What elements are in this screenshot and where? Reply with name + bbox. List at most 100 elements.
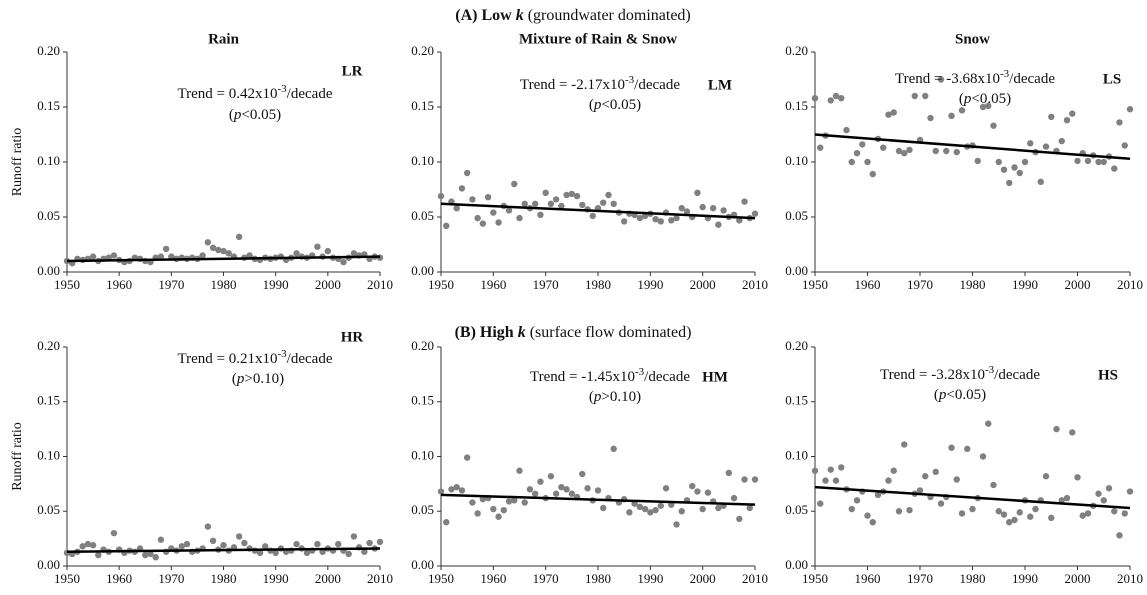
data-point [1011, 516, 1018, 524]
data-point [848, 158, 855, 166]
data-point [110, 252, 118, 259]
data-point [943, 147, 950, 155]
x-tick-label: 2000 [315, 571, 341, 586]
data-point [293, 250, 300, 257]
data-point [220, 541, 227, 549]
panel-label: HM [702, 369, 728, 385]
data-point [1116, 119, 1123, 126]
trend-text: Trend = 0.21x10 [178, 351, 278, 367]
data-point [157, 253, 165, 260]
p-open: ( [229, 107, 234, 123]
data-point [1058, 137, 1065, 145]
x-tick-label: 1970 [907, 571, 933, 586]
data-point [880, 144, 887, 151]
data-point [220, 247, 227, 255]
data-point [558, 483, 565, 491]
y-tick-label: 0.20 [411, 338, 434, 353]
data-point [516, 214, 523, 222]
x-tick-label: 1950 [54, 571, 80, 586]
data-point [168, 253, 175, 260]
data-point [958, 107, 966, 114]
trend-text: Trend = 0.42x10 [178, 86, 278, 102]
data-point [350, 250, 358, 257]
data-point [678, 205, 685, 212]
trend-annotation: Trend = -2.17x10-3/decade [520, 74, 680, 94]
x-tick-label: 1990 [263, 277, 289, 292]
x-tick-label: 1990 [1012, 277, 1038, 292]
trend-annotation: Trend = 0.21x10-3/decade [178, 348, 333, 368]
y-tick-label: 0.05 [37, 208, 60, 223]
y-tick-label: 0.05 [37, 502, 60, 517]
data-point [511, 180, 518, 188]
x-tick-label: 1980 [585, 571, 611, 586]
p-open: ( [232, 371, 237, 387]
p-value: >0.10) [601, 389, 641, 405]
data-point [958, 510, 966, 517]
data-point [594, 487, 602, 494]
data-point [620, 218, 628, 225]
data-point [736, 515, 743, 523]
data-point [1063, 494, 1071, 502]
data-point [350, 533, 358, 540]
section-title-part: k [518, 324, 526, 341]
data-point [704, 489, 712, 496]
data-point [235, 533, 243, 540]
y-axis-label: Runoff ratio [10, 422, 25, 491]
trend-text: Trend = -2.17x10 [520, 77, 625, 93]
data-point [657, 218, 664, 225]
data-point [521, 200, 528, 207]
p-value: <0.05) [971, 91, 1011, 107]
x-tick-label: 2010 [1117, 571, 1143, 586]
data-point [568, 190, 576, 198]
data-point [1037, 178, 1044, 185]
trend-unit: /decade [287, 351, 333, 367]
data-point [579, 201, 586, 209]
y-tick-label: 0.10 [785, 447, 808, 462]
data-point [817, 500, 824, 507]
data-point [662, 485, 670, 492]
data-point [827, 466, 834, 473]
data-point [953, 148, 960, 156]
data-point [479, 496, 487, 503]
y-tick-label: 0.20 [411, 43, 434, 58]
panel-label: HR [341, 329, 364, 345]
x-tick-label: 2000 [315, 277, 341, 292]
data-point [366, 539, 373, 547]
data-point [720, 207, 727, 214]
data-point [953, 476, 960, 483]
data-point [827, 97, 834, 104]
x-tick-label: 1960 [106, 277, 132, 292]
data-point [979, 453, 987, 460]
trend-annotation: Trend = -3.28x10-3/decade [880, 364, 1040, 384]
data-point [84, 540, 92, 548]
data-point [1095, 490, 1102, 497]
x-tick-label: 1990 [1012, 571, 1038, 586]
data-point [157, 536, 165, 543]
data-point [584, 485, 591, 492]
data-point [848, 505, 855, 513]
trend-annotation: Trend = -3.68x10-3/decade [895, 68, 1055, 88]
data-point [1016, 509, 1023, 516]
data-point [751, 476, 759, 483]
x-tick-label: 2010 [742, 571, 768, 586]
data-point [95, 551, 102, 559]
x-tick-label: 1970 [533, 277, 559, 292]
data-point [699, 505, 706, 513]
data-point [552, 196, 560, 203]
data-point [1069, 110, 1076, 117]
data-point [1105, 485, 1113, 492]
data-point [822, 477, 829, 484]
data-point [89, 541, 97, 549]
data-point [1027, 513, 1034, 520]
data-point [832, 477, 840, 484]
data-point [715, 221, 722, 228]
data-point [853, 150, 861, 157]
x-tick-label: 2010 [742, 277, 768, 292]
data-point [995, 158, 1002, 166]
data-point [469, 499, 476, 506]
p-open: ( [934, 387, 939, 403]
p-value: <0.05) [946, 387, 986, 403]
data-point [916, 487, 924, 494]
trend-text: Trend = -1.45x10 [530, 369, 635, 385]
data-point [79, 543, 86, 550]
